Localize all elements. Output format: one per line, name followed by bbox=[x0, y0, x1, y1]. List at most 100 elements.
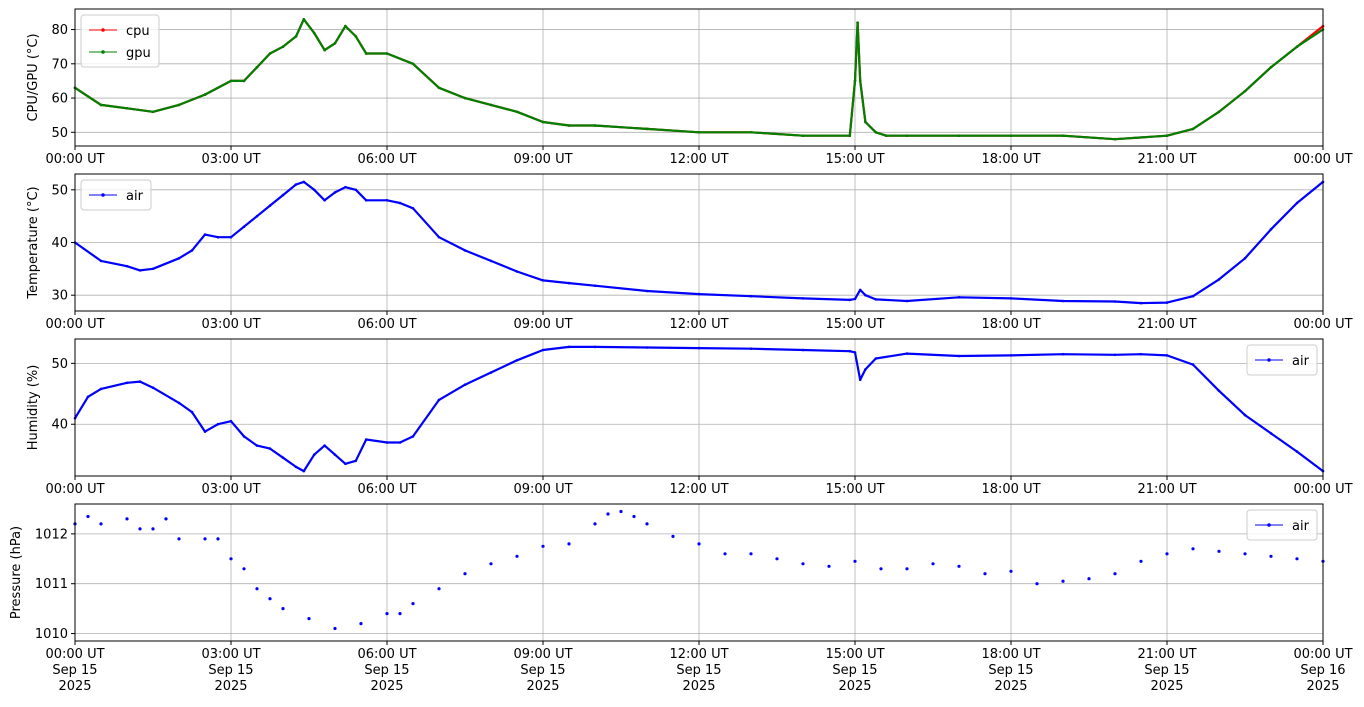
data-point bbox=[281, 607, 285, 611]
data-point bbox=[125, 517, 129, 521]
data-point bbox=[1295, 201, 1299, 205]
data-point bbox=[884, 134, 888, 137]
x-tick-label: 15:00 UT bbox=[825, 317, 884, 332]
data-point bbox=[1035, 582, 1039, 586]
data-point bbox=[619, 509, 623, 514]
data-point bbox=[333, 626, 337, 631]
data-point bbox=[312, 31, 316, 35]
data-point bbox=[1061, 579, 1065, 583]
y-tick-label: 50 bbox=[51, 357, 68, 372]
x-tick-label: 03:00 UT bbox=[201, 317, 260, 332]
data-point bbox=[1243, 413, 1247, 417]
data-point bbox=[268, 447, 272, 450]
y-tick-label: 50 bbox=[51, 126, 68, 141]
data-point bbox=[281, 45, 285, 48]
y-tick-label: 1011 bbox=[35, 577, 68, 592]
data-point bbox=[1243, 552, 1247, 556]
data-point bbox=[344, 185, 347, 189]
data-point bbox=[125, 264, 129, 268]
x-tick-label: 12:00 UT bbox=[669, 317, 728, 332]
x-tick-label: 21:00 UT bbox=[1137, 317, 1196, 332]
data-point bbox=[645, 346, 649, 349]
data-point bbox=[1191, 294, 1195, 298]
data-point bbox=[86, 514, 90, 519]
data-point bbox=[242, 435, 246, 438]
y-axis-label: Temperature (°C) bbox=[26, 186, 41, 299]
data-point bbox=[307, 617, 311, 621]
data-point bbox=[281, 193, 285, 197]
data-point bbox=[775, 557, 779, 561]
data-point bbox=[1295, 450, 1299, 453]
data-point bbox=[359, 622, 363, 626]
data-point bbox=[354, 459, 358, 463]
data-point bbox=[229, 235, 233, 239]
data-point bbox=[1191, 127, 1195, 131]
x-tick-label: 21:00 UT bbox=[1137, 482, 1196, 497]
x-tick-label: 15:00 UT bbox=[825, 482, 884, 497]
data-point bbox=[99, 387, 103, 391]
data-point bbox=[1269, 228, 1273, 231]
data-point bbox=[242, 225, 246, 228]
data-point bbox=[203, 233, 207, 236]
x-tick-label: 15:00 UT Sep 15 2025 bbox=[825, 647, 884, 694]
data-point bbox=[125, 381, 129, 385]
data-point bbox=[294, 183, 298, 186]
data-point bbox=[874, 131, 878, 134]
data-point bbox=[323, 444, 326, 447]
data-point bbox=[177, 537, 181, 541]
data-point bbox=[1113, 137, 1117, 141]
legend-marker bbox=[1267, 523, 1271, 527]
chart-panel-3: 00:00 UT 03:00 UT 06:00 UT 09:00 UT 12:00 UT… bbox=[26, 338, 1353, 497]
data-point bbox=[1139, 301, 1143, 305]
y-tick-label: 70 bbox=[51, 57, 68, 72]
y-tick-label: 1012 bbox=[35, 527, 68, 542]
data-point bbox=[125, 107, 129, 110]
x-tick-label: 00:00 UT bbox=[1293, 482, 1352, 497]
data-point bbox=[229, 419, 233, 423]
y-axis-label: Humidity (%) bbox=[26, 365, 41, 451]
series-air bbox=[73, 345, 1325, 473]
data-point bbox=[151, 110, 155, 114]
data-point bbox=[593, 522, 597, 526]
legend-label: air bbox=[126, 189, 144, 204]
data-point bbox=[164, 517, 168, 521]
data-point bbox=[1113, 300, 1117, 303]
data-point bbox=[268, 204, 272, 207]
x-tick-label: 18:00 UT Sep 15 2025 bbox=[981, 647, 1040, 694]
data-point bbox=[437, 587, 441, 591]
data-point bbox=[463, 383, 467, 387]
data-point bbox=[398, 612, 402, 616]
data-point bbox=[437, 86, 441, 90]
data-point bbox=[489, 562, 493, 566]
data-point bbox=[411, 435, 415, 438]
data-point bbox=[1217, 110, 1221, 114]
data-point bbox=[302, 18, 306, 21]
x-tick-label: 03:00 UT bbox=[201, 482, 260, 497]
data-point bbox=[645, 127, 649, 131]
x-tick-label: 21:00 UT bbox=[1137, 152, 1196, 167]
data-point bbox=[463, 572, 467, 576]
data-point bbox=[593, 124, 597, 127]
data-point bbox=[515, 359, 519, 362]
legend: air bbox=[1246, 344, 1318, 376]
x-tick-label: 06:00 UT Sep 15 2025 bbox=[357, 647, 416, 694]
data-point bbox=[1295, 557, 1299, 561]
data-point bbox=[229, 557, 233, 561]
data-point bbox=[333, 42, 337, 45]
data-point bbox=[1009, 354, 1013, 357]
data-point bbox=[333, 191, 337, 194]
data-point bbox=[489, 371, 493, 374]
data-point bbox=[364, 438, 368, 441]
data-point bbox=[411, 602, 415, 606]
data-point bbox=[856, 21, 859, 25]
x-tick-label: 15:00 UT bbox=[825, 152, 884, 167]
data-point bbox=[1243, 89, 1247, 93]
data-point bbox=[983, 572, 987, 576]
data-point bbox=[411, 62, 415, 66]
data-point bbox=[151, 386, 155, 390]
data-point bbox=[255, 444, 259, 447]
data-point bbox=[99, 259, 103, 263]
data-point bbox=[354, 35, 358, 38]
x-tick-label: 00:00 UT bbox=[45, 152, 104, 167]
